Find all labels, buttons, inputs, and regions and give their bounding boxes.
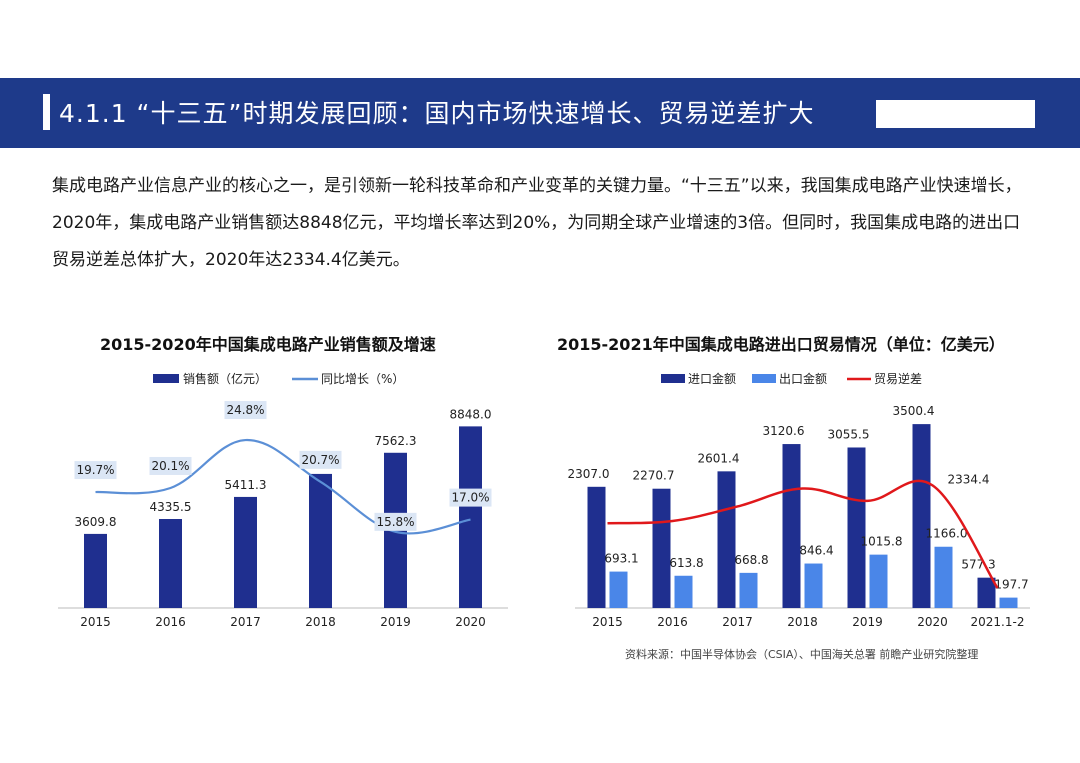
import-value-label: 2270.7 xyxy=(633,469,675,483)
import-value-label: 3500.4 xyxy=(893,404,935,418)
export-value-label: 1166.0 xyxy=(926,527,968,541)
x-tick-label: 2015 xyxy=(80,615,111,629)
export-value-label: 1015.8 xyxy=(861,535,903,549)
x-tick-label: 2020 xyxy=(917,615,948,629)
growth-value-label: 15.8% xyxy=(376,515,414,529)
sales-bar xyxy=(234,496,257,608)
export-bar xyxy=(999,597,1018,608)
header-blank-box xyxy=(876,100,1035,128)
sales-value-label: 3609.8 xyxy=(75,515,117,529)
import-value-label: 2601.4 xyxy=(698,451,740,465)
sales-bar xyxy=(459,426,482,608)
sales-bar xyxy=(84,533,107,608)
x-tick-label: 2016 xyxy=(657,615,688,629)
intro-paragraph: 集成电路产业信息产业的核心之一，是引领新一轮科技革命和产业变革的关键力量。“十三… xyxy=(52,176,1022,270)
export-bar xyxy=(674,575,693,608)
import-value-label: 577.3 xyxy=(961,558,995,572)
sales-value-label: 8848.0 xyxy=(450,407,492,421)
import-bar xyxy=(782,444,801,608)
sales-bar xyxy=(159,519,182,608)
import-bar xyxy=(977,577,996,608)
export-bar xyxy=(609,571,628,608)
header-accent-bar xyxy=(43,94,50,130)
growth-label-box xyxy=(374,512,417,531)
x-tick-label: 2016 xyxy=(155,615,186,629)
growth-label-box xyxy=(449,488,492,507)
export-value-label: 197.7 xyxy=(994,578,1028,592)
sales-value-label: 4335.5 xyxy=(150,500,192,514)
export-bar xyxy=(934,546,953,608)
import-bar xyxy=(652,488,671,608)
import-value-label: 3120.6 xyxy=(763,424,805,438)
import-bar xyxy=(847,447,866,608)
legend-swatch-sales xyxy=(153,374,179,383)
x-tick-label: 2015 xyxy=(592,615,623,629)
growth-value-label: 19.7% xyxy=(76,463,114,477)
import-bar xyxy=(717,471,736,608)
x-tick-label: 2018 xyxy=(787,615,818,629)
trade-chart: 进口金额 出口金额 贸易逆差 2307.0 693.1 2015 2270.7 613.8 20… xyxy=(568,371,1030,629)
legend-swatch-import xyxy=(661,374,685,383)
import-value-label: 3055.5 xyxy=(828,427,870,441)
deficit-value-label: 2334.4 xyxy=(948,472,990,486)
legend-label-sales: 销售额（亿元） xyxy=(183,371,267,386)
export-value-label: 846.4 xyxy=(799,544,833,558)
legend-swatch-export xyxy=(752,374,776,383)
import-bar xyxy=(912,424,931,608)
chart1-title: 2015-2020年中国集成电路产业销售额及增速 xyxy=(100,335,436,354)
sales-bar xyxy=(309,473,332,608)
growth-label-box xyxy=(149,456,192,475)
x-tick-label: 2019 xyxy=(852,615,883,629)
x-tick-label: 2018 xyxy=(305,615,336,629)
export-bar xyxy=(869,554,888,608)
export-bar xyxy=(804,563,823,608)
legend-label-import: 进口金额 xyxy=(688,371,736,386)
export-value-label: 613.8 xyxy=(669,556,703,570)
growth-value-label: 24.8% xyxy=(226,403,264,417)
legend-label-export: 出口金额 xyxy=(779,371,827,386)
growth-line xyxy=(95,438,471,535)
export-value-label: 693.1 xyxy=(604,552,638,566)
sales-value-label: 5411.3 xyxy=(225,478,267,492)
growth-label-box xyxy=(74,461,117,480)
deficit-line xyxy=(607,479,999,589)
growth-label-box xyxy=(224,401,267,420)
sales-value-label: 7562.3 xyxy=(375,434,417,448)
x-tick-label: 2020 xyxy=(455,615,486,629)
export-bar xyxy=(739,572,758,608)
page-title: 4.1.1 “十三五”时期发展回顾：国内市场快速增长、贸易逆差扩大 xyxy=(59,99,815,128)
source-note: 资料来源：中国半导体协会（CSIA）、中国海关总署 前瞻产业研究院整理 xyxy=(625,648,979,661)
legend-label-growth: 同比增长（%） xyxy=(321,372,404,386)
growth-value-label: 20.7% xyxy=(301,453,339,467)
growth-label-box xyxy=(299,450,342,469)
chart2-title: 2015-2021年中国集成电路进出口贸易情况（单位：亿美元） xyxy=(557,335,1005,354)
export-value-label: 668.8 xyxy=(734,553,768,567)
import-bar xyxy=(587,486,606,608)
x-tick-label: 2017 xyxy=(722,615,753,629)
x-tick-label: 2017 xyxy=(230,615,261,629)
sales-chart: 销售额（亿元） 同比增长（%） 3609.8 2015 4335.5 2016 5411.3… xyxy=(58,371,508,629)
growth-value-label: 20.1% xyxy=(151,459,189,473)
x-tick-label: 2019 xyxy=(380,615,411,629)
import-value-label: 2307.0 xyxy=(568,467,610,481)
legend-label-deficit: 贸易逆差 xyxy=(874,371,922,386)
growth-value-label: 17.0% xyxy=(451,491,489,505)
x-tick-label: 2021.1-2 xyxy=(971,615,1025,629)
